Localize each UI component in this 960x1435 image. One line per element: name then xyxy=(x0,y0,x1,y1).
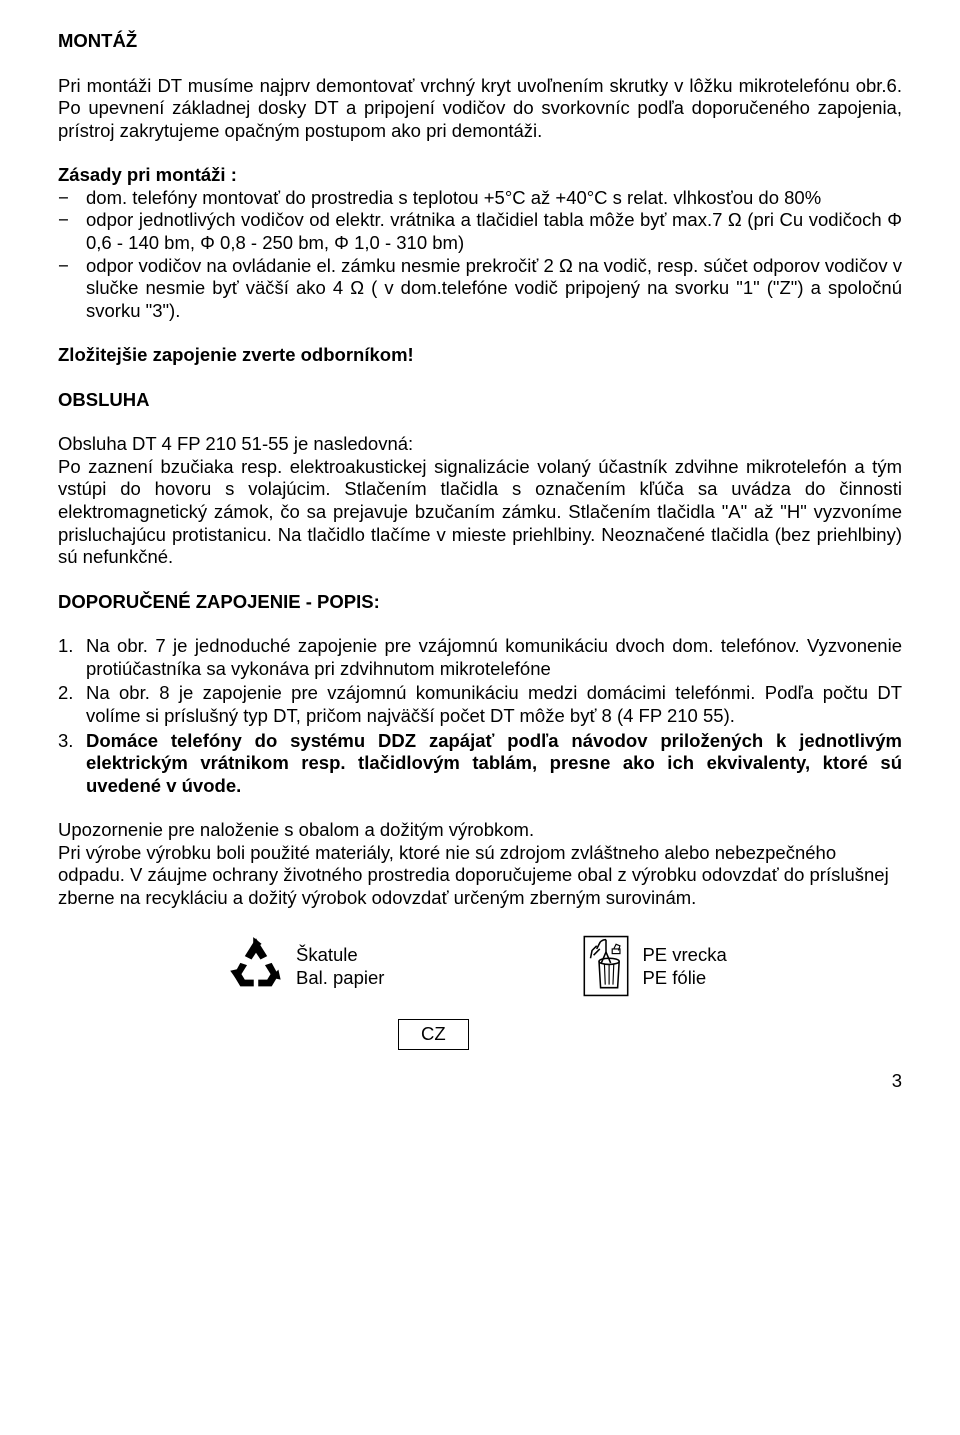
recycle-labels: Škatule Bal. papier xyxy=(296,943,384,989)
list-item: 2. Na obr. 8 je zapojenie pre vzájomnú k… xyxy=(58,682,902,727)
label-balpapier: Bal. papier xyxy=(296,966,384,989)
heading-obsluha: OBSLUHA xyxy=(58,389,902,412)
bullet-text: odpor jednotlivých vodičov od elektr. vr… xyxy=(86,209,902,254)
cz-box: CZ xyxy=(398,1019,469,1050)
recycle-icon xyxy=(228,936,284,998)
bin-group: PE vrecka PE fólie xyxy=(582,935,726,997)
bullet-text: odpor vodičov na ovládanie el. zámku nes… xyxy=(86,255,902,323)
heading-zlozitejsie: Zložitejšie zapojenie zverte odborníkom! xyxy=(58,344,902,367)
list-item: 1. Na obr. 7 je jednoduché zapojenie pre… xyxy=(58,635,902,680)
page-number: 3 xyxy=(58,1070,902,1093)
list-text: Domáce telefóny do systému DDZ zapájať p… xyxy=(86,730,902,798)
paragraph-montaz: Pri montáži DT musíme najprv demontovať … xyxy=(58,75,902,143)
bin-labels: PE vrecka PE fólie xyxy=(642,943,726,989)
bullet-marker: − xyxy=(58,209,86,254)
list-text: Na obr. 7 je jednoduché zapojenie pre vz… xyxy=(86,635,902,680)
bullet-list-zasady: − dom. telefóny montovať do prostredia s… xyxy=(58,187,902,322)
bullet-text: dom. telefóny montovať do prostredia s t… xyxy=(86,187,902,210)
heading-zasady: Zásady pri montáži : xyxy=(58,164,902,187)
bullet-item: − odpor jednotlivých vodičov od elektr. … xyxy=(58,209,902,254)
bullet-item: − odpor vodičov na ovládanie el. zámku n… xyxy=(58,255,902,323)
paragraph-obsluha-intro: Obsluha DT 4 FP 210 51-55 je nasledovná: xyxy=(58,433,902,456)
bullet-marker: − xyxy=(58,187,86,210)
list-number: 3. xyxy=(58,730,86,798)
list-number: 1. xyxy=(58,635,86,680)
label-skatule: Škatule xyxy=(296,943,384,966)
label-pevrecka: PE vrecka xyxy=(642,943,726,966)
bullet-marker: − xyxy=(58,255,86,323)
list-text: Na obr. 8 je zapojenie pre vzájomnú komu… xyxy=(86,682,902,727)
paragraph-obsluha-body: Po zaznení bzučiaka resp. elektroakustic… xyxy=(58,456,902,569)
list-number: 2. xyxy=(58,682,86,727)
list-item: 3. Domáce telefóny do systému DDZ zapája… xyxy=(58,730,902,798)
recycle-group: Škatule Bal. papier xyxy=(228,936,384,998)
numbered-list: 1. Na obr. 7 je jednoduché zapojenie pre… xyxy=(58,635,902,797)
paragraph-upozornenie-title: Upozornenie pre naloženie s obalom a dož… xyxy=(58,819,902,842)
label-pefolie: PE fólie xyxy=(642,966,726,989)
paragraph-upozornenie-body: Pri výrobe výrobku boli použité materiál… xyxy=(58,842,902,910)
bullet-item: − dom. telefóny montovať do prostredia s… xyxy=(58,187,902,210)
heading-doporucene: DOPORUČENÉ ZAPOJENIE - POPIS: xyxy=(58,591,902,614)
recycling-icons-row: Škatule Bal. papier xyxy=(228,935,902,997)
trash-bin-icon xyxy=(582,935,630,997)
heading-montaz: MONTÁŽ xyxy=(58,30,902,53)
